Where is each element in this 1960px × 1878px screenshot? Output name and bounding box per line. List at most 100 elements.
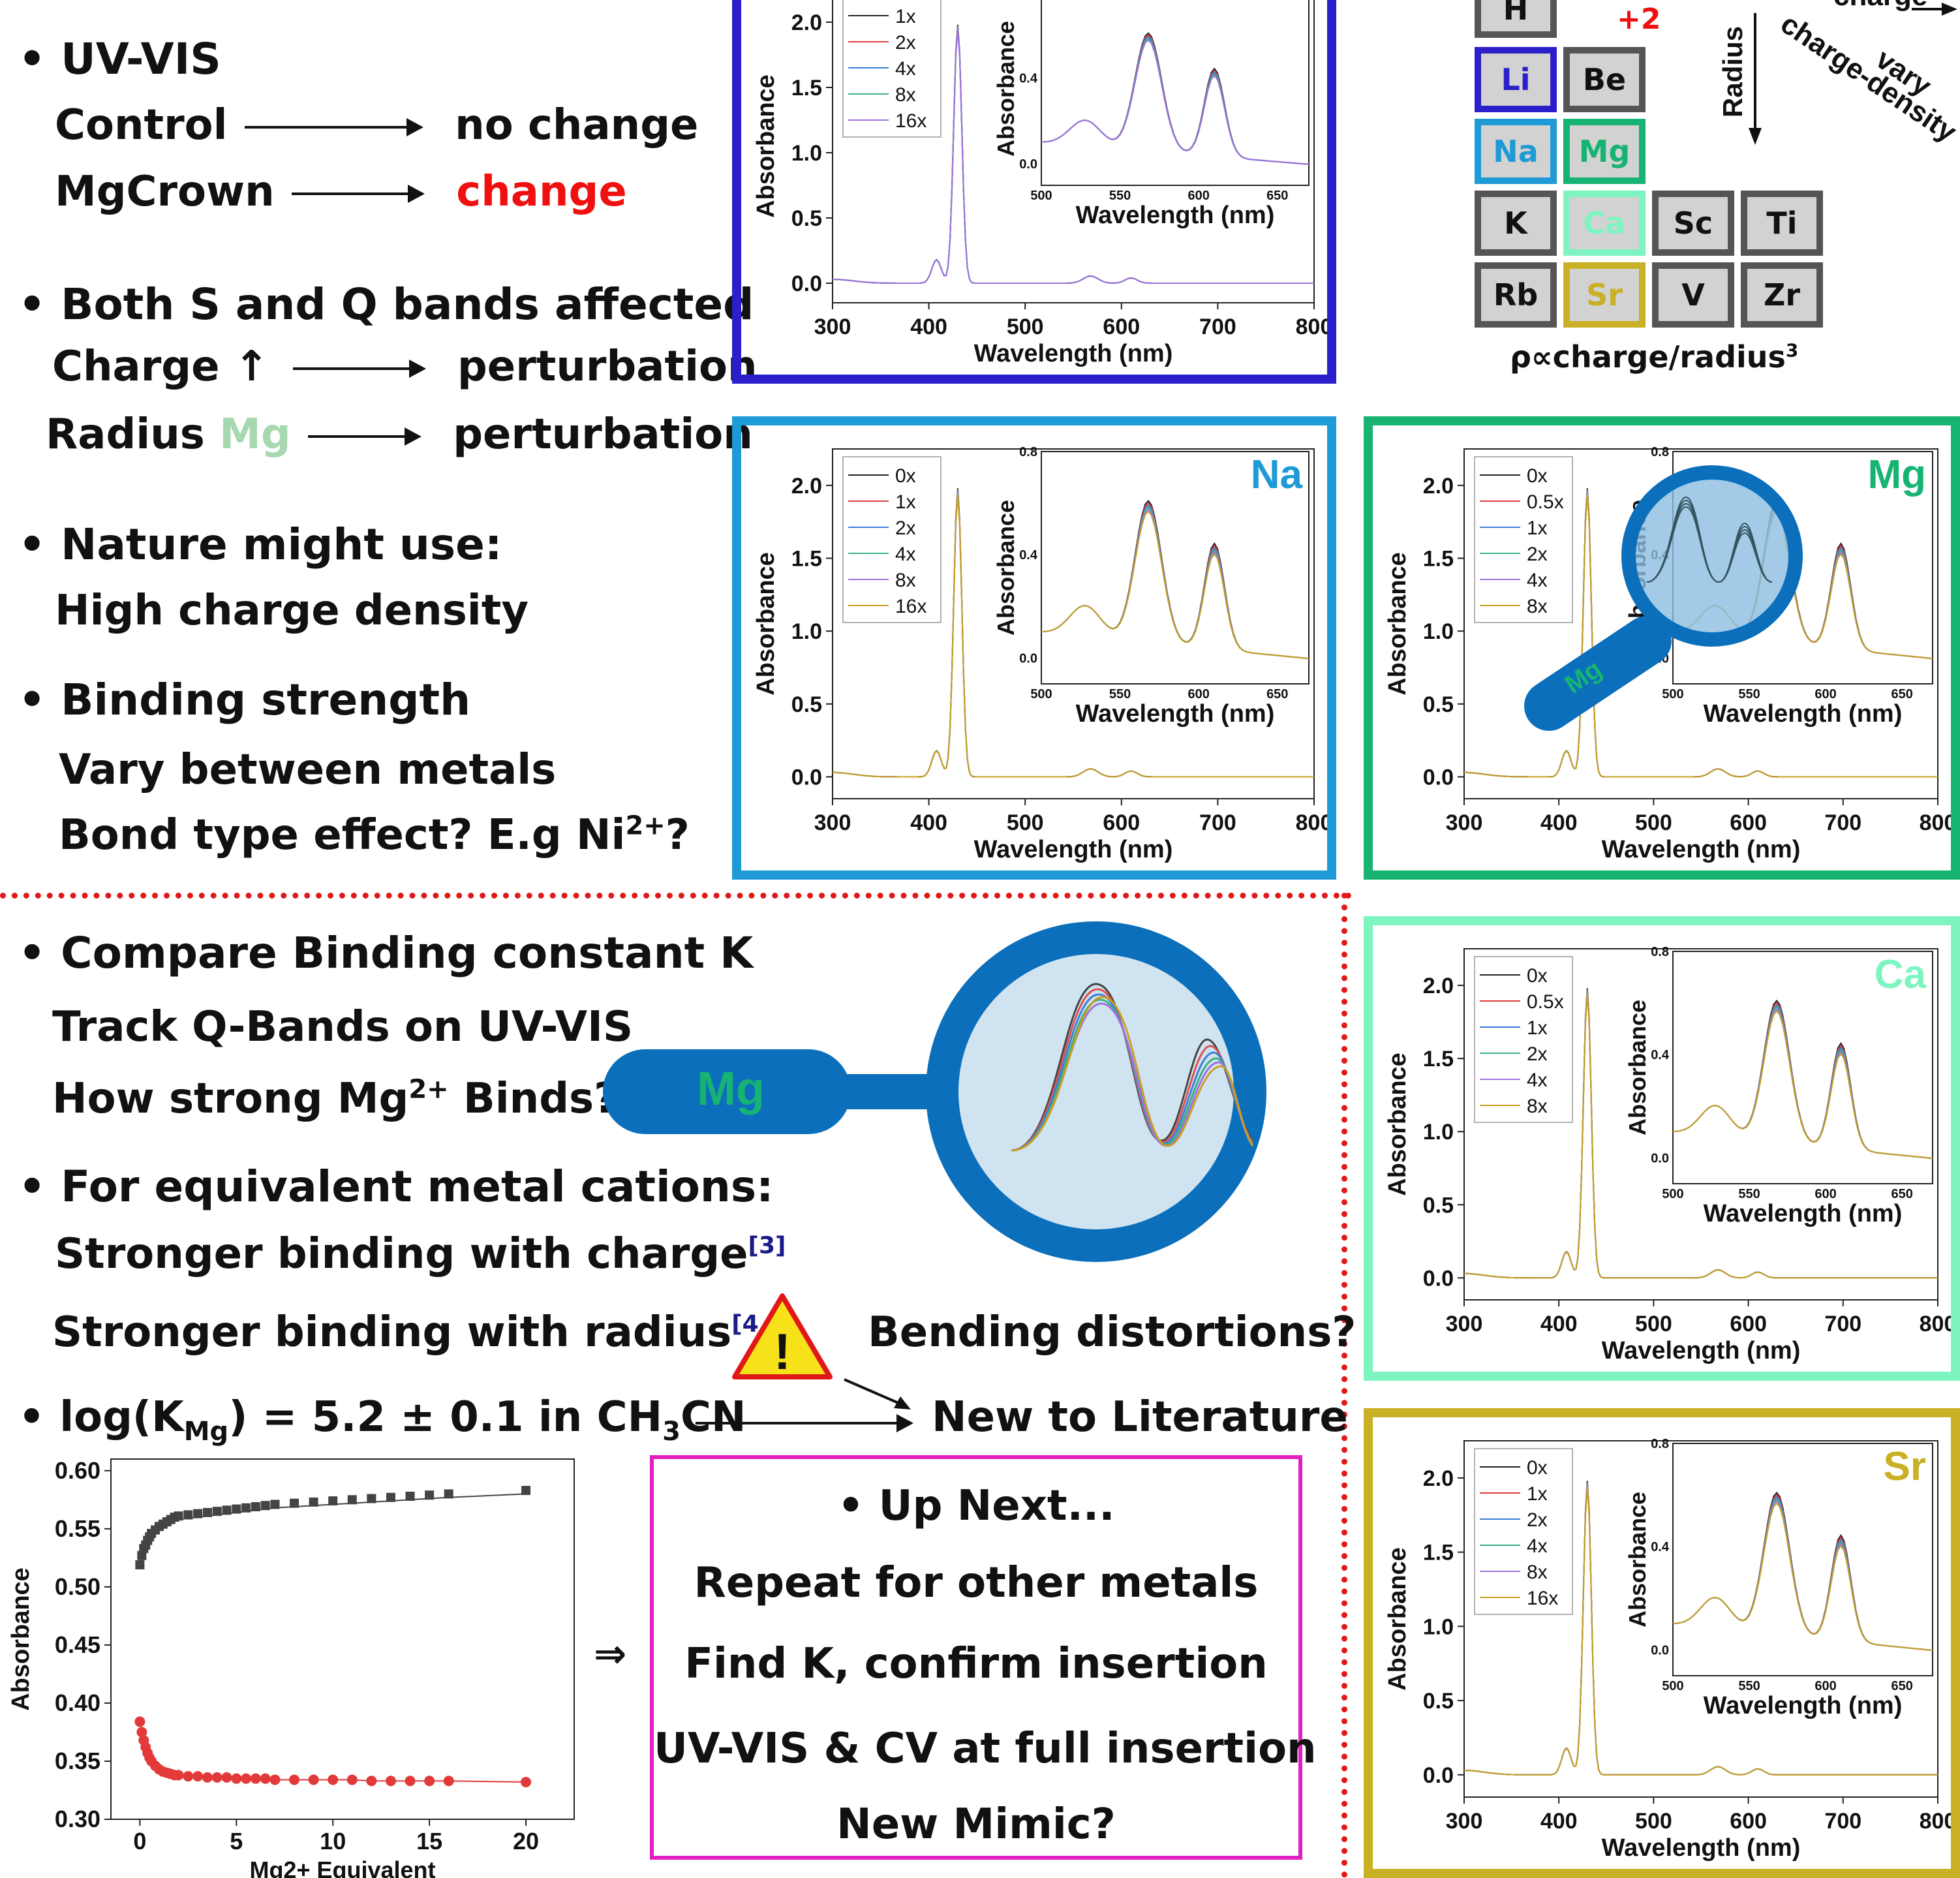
warning-icon: ! xyxy=(732,1293,833,1380)
data-point xyxy=(424,1776,435,1787)
inset-x-axis-label: Wavelength (nm) xyxy=(1704,1692,1903,1719)
data-point xyxy=(269,1774,281,1785)
legend-box xyxy=(1474,1448,1573,1615)
formula-text: ρ∝charge/radius xyxy=(1510,339,1786,375)
legend-label: 1x xyxy=(1527,1017,1548,1039)
legend-label: 0x xyxy=(1527,965,1548,987)
inset-x-tick-label: 600 xyxy=(1815,687,1836,701)
inset-y-tick-label: 0.0 xyxy=(1019,157,1037,172)
plot-frame xyxy=(1463,948,1938,1301)
inset-y-tick-label: 0.4 xyxy=(1019,72,1038,86)
high-charge-density: High charge density xyxy=(55,587,529,635)
inset-x-tick-label: 550 xyxy=(1738,687,1760,701)
data-point xyxy=(202,1507,212,1517)
perturbation-label: perturbation xyxy=(453,410,753,459)
inset-y-tick-label: 0.0 xyxy=(1651,1643,1669,1657)
inset-x-axis-label: Wavelength (nm) xyxy=(1704,700,1903,728)
legend-box xyxy=(842,456,942,623)
inset-x-tick-label: 500 xyxy=(1662,1679,1683,1693)
inset-y-axis-label: Absorbance xyxy=(992,500,1019,636)
y-axis-label: Absorbance xyxy=(1384,1053,1411,1196)
y-axis-label: Absorbance xyxy=(1384,1547,1411,1691)
inset-y-tick-label: 0.4 xyxy=(1019,548,1038,562)
mg-magnifier-overlay: Mg xyxy=(1524,465,1803,731)
charge-label: Charge ↑ xyxy=(52,343,269,391)
inset-x-tick-label: 550 xyxy=(1109,687,1131,701)
y-tick-label: 0.50 xyxy=(55,1573,100,1600)
charge-density-formula: ρ∝charge/radius3 xyxy=(1510,339,1798,375)
inset-y-axis-label: Absorbance xyxy=(1624,1492,1651,1627)
data-point xyxy=(137,1550,147,1560)
bullet-equivalent: • For equivalent metal cations: xyxy=(18,1162,774,1212)
vary-metals: Vary between metals xyxy=(59,746,557,794)
bond-type-text: Bond type effect? E.g Ni xyxy=(59,811,626,859)
x-tick-label: 300 xyxy=(814,810,851,835)
y-tick-label: 2.0 xyxy=(791,474,822,499)
data-point xyxy=(251,1502,260,1512)
y-tick-label: 0.5 xyxy=(791,206,822,231)
change-label: change xyxy=(456,168,627,216)
x-tick-label: 500 xyxy=(1635,1809,1672,1834)
data-point xyxy=(212,1507,222,1516)
x-tick-label: 10 xyxy=(320,1828,346,1855)
inset-x-tick-label: 550 xyxy=(1109,189,1131,203)
inset-x-tick-label: 550 xyxy=(1738,1187,1760,1201)
element-ti: Ti xyxy=(1741,191,1823,256)
x-tick-label: 800 xyxy=(1296,810,1327,835)
x-tick-label: 400 xyxy=(910,810,947,835)
element-sr: Sr xyxy=(1563,262,1646,328)
data-point xyxy=(366,1776,377,1787)
stronger-charge-text: Stronger binding with charge xyxy=(55,1230,748,1278)
inset-y-axis-label: Absorbance xyxy=(992,21,1019,157)
inset-y-tick-label: 0.8 xyxy=(1651,945,1669,959)
uv-vis-chart: 300 400 500 600 700 800 0.0 0.5 1.0 1.5 2.0 Wavelen… xyxy=(752,0,1332,367)
legend-label: 2x xyxy=(895,32,916,54)
bullet-compare: • Compare Binding constant K xyxy=(18,928,754,978)
data-point xyxy=(270,1500,280,1509)
data-point xyxy=(444,1489,453,1499)
x-tick-label: 600 xyxy=(1730,810,1767,835)
inset-y-tick-label: 0.4 xyxy=(1651,1048,1670,1062)
data-point xyxy=(241,1773,252,1784)
inset-x-axis-label: Wavelength (nm) xyxy=(1704,1200,1903,1227)
data-point xyxy=(260,1501,270,1511)
inset-x-tick-label: 500 xyxy=(1662,1187,1683,1201)
binds-text: Binds? xyxy=(448,1075,619,1123)
arrow xyxy=(292,360,426,378)
element-k: K xyxy=(1475,191,1557,256)
inset-y-tick-label: 0.8 xyxy=(1651,1437,1669,1451)
mg-label: Mg xyxy=(219,410,291,459)
legend-label: 4x xyxy=(895,544,916,565)
y-tick-label: 2.0 xyxy=(1423,474,1454,499)
inset-x-tick-label: 650 xyxy=(1891,1187,1912,1201)
inset-y-tick-label: 0.0 xyxy=(1651,1151,1669,1165)
inset-y-tick-label: 0.8 xyxy=(1651,445,1669,459)
magnifier-graphic: Mg xyxy=(603,921,1266,1262)
inset-x-tick-label: 500 xyxy=(1030,189,1052,203)
how-strong-text: How strong Mg xyxy=(52,1075,409,1123)
spectrum-line xyxy=(1464,1486,1938,1776)
y-tick-label: 0.45 xyxy=(55,1631,100,1658)
legend-label: 4x xyxy=(895,58,916,80)
y-tick-label: 1.0 xyxy=(791,619,822,644)
element-li: Li xyxy=(1475,47,1557,112)
legend-label: 8x xyxy=(1527,1096,1548,1117)
uv-vis-chart: 300 400 500 600 700 800 0.0 0.5 1.0 1.5 2.0 Wavelen… xyxy=(1384,1437,1956,1862)
legend-label: 2x xyxy=(1527,544,1548,565)
element-sc: Sc xyxy=(1652,191,1734,256)
inset-x-tick-label: 600 xyxy=(1187,189,1209,203)
bond-type-row: Bond type effect? E.g Ni2+? xyxy=(59,811,690,859)
y-tick-label: 1.5 xyxy=(791,76,822,100)
legend-label: 0x xyxy=(1527,1457,1548,1479)
x-tick-label: 600 xyxy=(1103,315,1140,339)
how-strong-row: How strong Mg2+ Binds? xyxy=(52,1075,619,1123)
radius-row: Radius Mg perturbation xyxy=(46,414,753,455)
y-tick-label: 1.5 xyxy=(791,547,822,572)
data-point xyxy=(183,1510,193,1520)
magnifier-handle xyxy=(1524,616,1672,731)
spectrum-line xyxy=(833,29,1314,284)
magnifier-neck xyxy=(835,1074,940,1109)
x-tick-label: 400 xyxy=(1540,1312,1578,1336)
legend-label: 8x xyxy=(1527,596,1548,617)
question-mark: ? xyxy=(665,811,690,859)
